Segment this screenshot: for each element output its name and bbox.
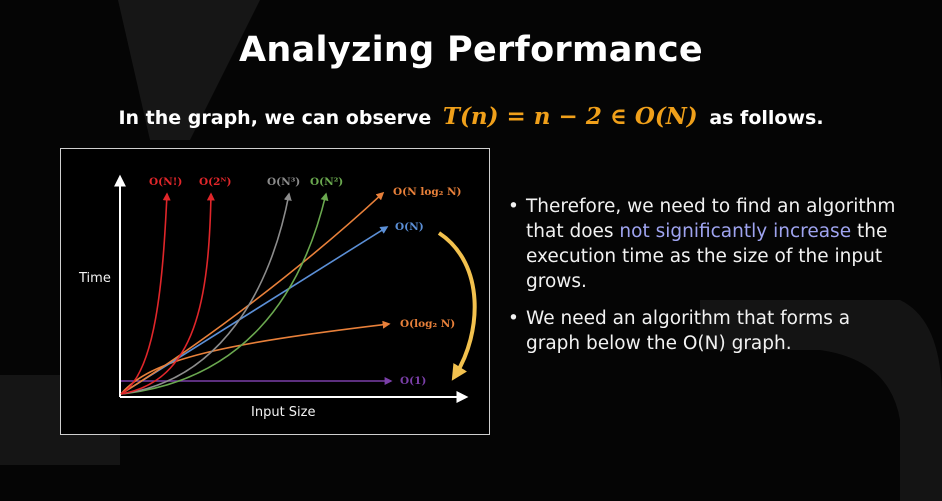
label-quad: O(N²)	[310, 176, 344, 188]
x-axis-label: Input Size	[251, 405, 316, 420]
bullet-text-before: Therefore, we need to find an algorithm …	[526, 196, 896, 242]
bullet-highlight: not significantly increase	[619, 221, 852, 242]
label-nlogn: O(N log₂ N)	[393, 186, 462, 198]
label-fact: O(N!)	[149, 176, 183, 188]
curve-lin	[120, 226, 389, 395]
curve-fact	[120, 192, 171, 395]
curve-exp	[120, 192, 215, 395]
label-cubic: O(N³)	[267, 176, 301, 188]
bullet-list: Therefore, we need to find an algorithm …	[506, 194, 906, 368]
bullet-text: We need an algorithm that forms a graph …	[526, 308, 851, 354]
subtitle-formula: T(n) = n − 2 ∈ O(N)	[442, 103, 698, 130]
subtitle-suffix: as follows.	[709, 107, 824, 129]
complexity-graph: Time Input Size O(N!) O(2ᴺ) O(N³) O(N²) …	[60, 148, 490, 435]
slide-title: Analyzing Performance	[239, 30, 703, 70]
curve-cubic	[120, 192, 292, 395]
label-exp: O(2ᴺ)	[199, 176, 232, 188]
y-axis-label: Time	[79, 271, 111, 286]
subtitle-prefix: In the graph, we can observe	[118, 107, 432, 129]
bullet-text-after: the execution time as the size of the in…	[526, 221, 888, 292]
label-logn: O(log₂ N)	[400, 318, 456, 330]
complexity-graph-svg	[114, 174, 477, 403]
label-const: O(1)	[400, 375, 427, 387]
transition-arrow	[437, 231, 477, 381]
curve-nlogn	[120, 191, 385, 395]
label-lin: O(N)	[395, 221, 424, 233]
bullet-item: We need an algorithm that forms a graph …	[506, 306, 906, 356]
bullet-item: Therefore, we need to find an algorithm …	[506, 194, 906, 294]
curve-quad	[120, 192, 329, 395]
slide-subtitle: In the graph, we can observe T(n) = n − …	[0, 103, 942, 130]
